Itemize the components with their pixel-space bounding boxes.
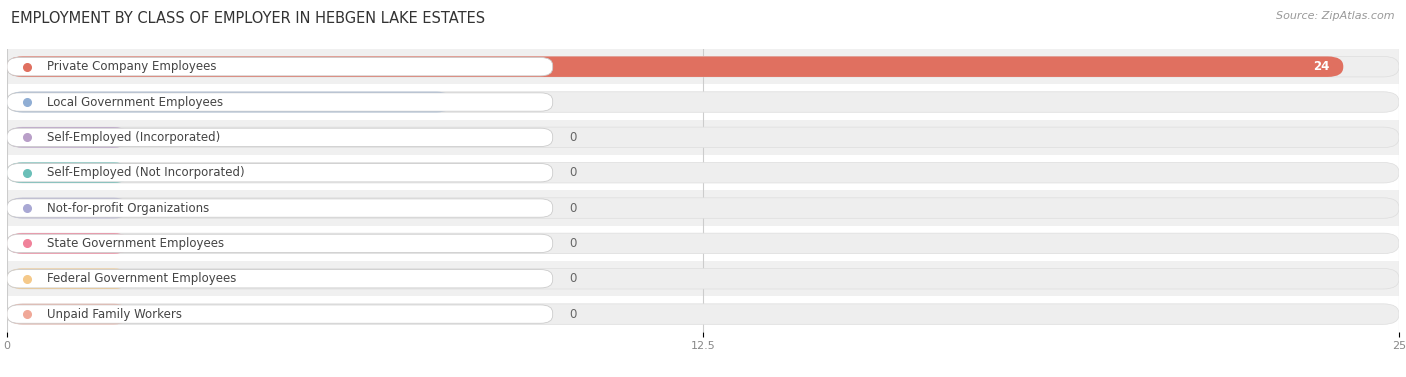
FancyBboxPatch shape (7, 270, 553, 288)
FancyBboxPatch shape (7, 57, 1343, 77)
Text: 0: 0 (569, 308, 576, 320)
Text: Not-for-profit Organizations: Not-for-profit Organizations (48, 202, 209, 215)
Bar (7, 120, 1399, 155)
Text: Self-Employed (Incorporated): Self-Employed (Incorporated) (48, 131, 221, 144)
FancyBboxPatch shape (7, 164, 553, 182)
Bar (7, 296, 1399, 332)
FancyBboxPatch shape (7, 233, 1399, 254)
Text: Private Company Employees: Private Company Employees (48, 60, 217, 73)
Text: Federal Government Employees: Federal Government Employees (48, 272, 236, 285)
Bar (7, 155, 1399, 190)
FancyBboxPatch shape (7, 198, 129, 218)
FancyBboxPatch shape (7, 162, 129, 183)
FancyBboxPatch shape (7, 128, 553, 147)
Bar (7, 84, 1399, 120)
FancyBboxPatch shape (7, 268, 129, 289)
Text: 0: 0 (569, 202, 576, 215)
FancyBboxPatch shape (7, 233, 129, 254)
FancyBboxPatch shape (7, 268, 1399, 289)
Bar (7, 226, 1399, 261)
Text: EMPLOYMENT BY CLASS OF EMPLOYER IN HEBGEN LAKE ESTATES: EMPLOYMENT BY CLASS OF EMPLOYER IN HEBGE… (11, 11, 485, 26)
FancyBboxPatch shape (7, 93, 553, 111)
Text: 8: 8 (430, 95, 439, 109)
Bar (7, 49, 1399, 84)
FancyBboxPatch shape (7, 198, 1399, 218)
Text: 0: 0 (569, 237, 576, 250)
FancyBboxPatch shape (7, 234, 553, 253)
Text: State Government Employees: State Government Employees (48, 237, 224, 250)
FancyBboxPatch shape (7, 92, 1399, 112)
FancyBboxPatch shape (7, 162, 1399, 183)
Text: Local Government Employees: Local Government Employees (48, 95, 224, 109)
FancyBboxPatch shape (7, 92, 453, 112)
FancyBboxPatch shape (7, 199, 553, 217)
Text: 0: 0 (569, 131, 576, 144)
FancyBboxPatch shape (7, 304, 129, 324)
Bar (7, 261, 1399, 296)
Text: 0: 0 (569, 272, 576, 285)
Text: 0: 0 (569, 166, 576, 179)
Text: 24: 24 (1313, 60, 1330, 73)
Text: Unpaid Family Workers: Unpaid Family Workers (48, 308, 183, 320)
FancyBboxPatch shape (7, 58, 553, 76)
FancyBboxPatch shape (7, 127, 1399, 148)
FancyBboxPatch shape (7, 305, 553, 323)
Text: Self-Employed (Not Incorporated): Self-Employed (Not Incorporated) (48, 166, 245, 179)
Text: Source: ZipAtlas.com: Source: ZipAtlas.com (1277, 11, 1395, 21)
FancyBboxPatch shape (7, 304, 1399, 324)
Bar (7, 190, 1399, 226)
FancyBboxPatch shape (7, 127, 129, 148)
FancyBboxPatch shape (7, 57, 1399, 77)
